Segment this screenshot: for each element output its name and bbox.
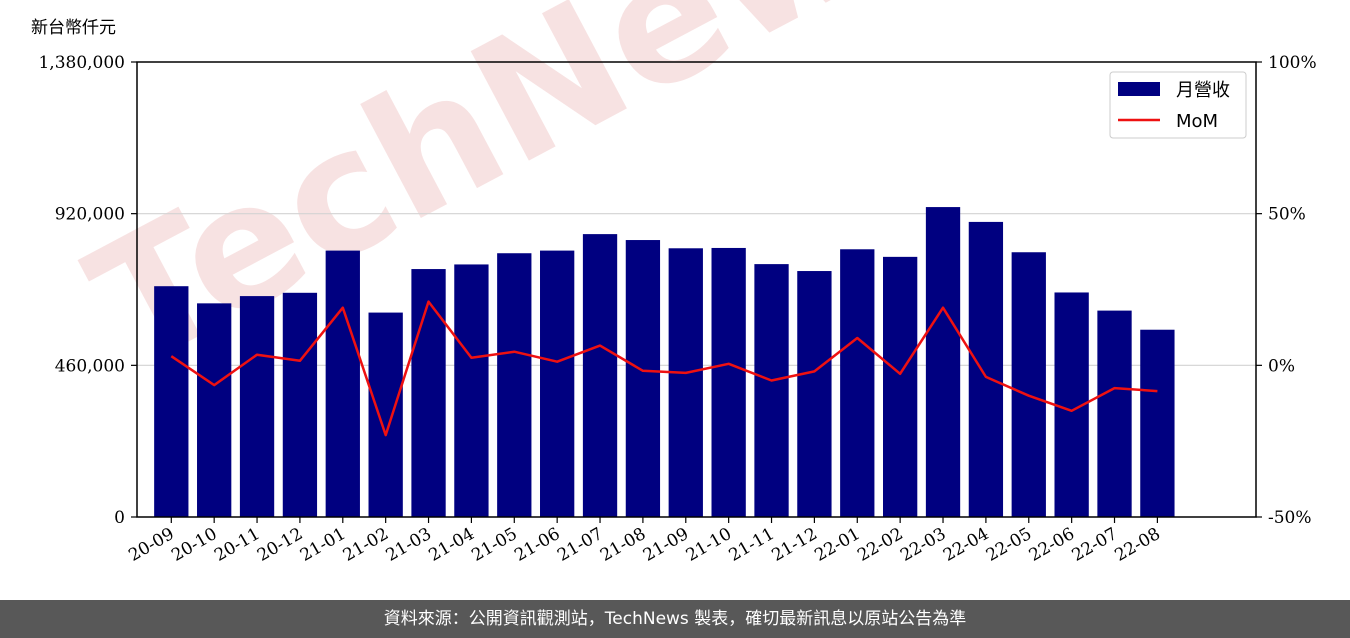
y-unit-label: 新台幣仟元 [31,18,116,38]
x-tick-label: 22-05 [983,524,1035,566]
revenue-bar [497,253,532,518]
revenue-bar [925,207,961,518]
x-tick-label: 21-01 [297,524,349,566]
legend: 月營收 MoM [1109,71,1247,139]
revenue-bar [582,234,618,517]
x-tick-label: 20-10 [168,524,220,566]
y-left-tick-label: 460,000 [55,356,125,376]
x-tick-label: 22-02 [854,524,906,566]
x-tick-label: 21-02 [340,524,392,566]
x-tick-label: 21-03 [383,524,435,566]
revenue-bar [668,248,703,517]
y-right-tick-label: -50% [1268,508,1312,528]
x-tick-label: 21-11 [726,524,778,566]
revenue-bar [883,256,918,517]
revenue-bar [282,292,318,517]
bar-series [154,207,1175,518]
legend-label-revenue: 月營收 [1176,80,1230,101]
revenue-bar [197,303,232,517]
x-tick-label: 22-08 [1111,524,1163,566]
y-left-tick-label: 1,380,000 [38,53,125,73]
plot-frame [136,61,1257,518]
x-tick-label: 21-07 [554,524,606,566]
y-right-tick-label: 0% [1268,356,1295,376]
x-tick-label: 21-09 [640,524,692,566]
x-tick-label: 22-07 [1069,524,1121,566]
y-right-tick-label: 50% [1268,205,1306,225]
x-tick-label: 20-12 [254,524,306,566]
x-tick-label: 22-06 [1026,524,1078,566]
x-tick-label: 22-01 [811,524,863,566]
revenue-bar [154,286,189,517]
x-tick-label: 21-08 [597,524,649,566]
revenue-bar [454,264,489,517]
mom-line-series [170,300,1158,437]
mom-line [170,300,1158,437]
x-tick-label: 21-12 [768,524,820,566]
revenue-bar [711,247,746,517]
x-tick-label: 21-06 [511,524,563,566]
revenue-bar [1140,329,1175,517]
revenue-bar [754,264,789,517]
revenue-bar [1097,310,1132,517]
revenue-bar [797,271,832,517]
y-left-tick-label: 0 [114,508,125,528]
x-tick-label: 20-09 [125,524,177,566]
y-left-tick-label: 920,000 [55,205,125,225]
x-tick-label: 22-03 [897,524,949,566]
x-tick-label: 20-11 [211,524,263,566]
x-tick-label: 21-10 [683,524,735,566]
revenue-bar [540,250,575,517]
revenue-bar [625,240,661,518]
legend-bar-swatch [1118,82,1160,96]
revenue-bar [968,221,1004,517]
legend-label-mom: MoM [1176,111,1218,132]
x-tick-label: 22-04 [940,524,992,566]
revenue-bar [368,312,403,517]
revenue-bar [239,296,275,517]
source-footer: 資料來源：公開資訊觀測站，TechNews 製表，確切最新訊息以原站公告為準 [0,600,1350,638]
revenue-chart: TechNews 新台幣仟元 0460,000920,0001,380,000-… [31,0,1317,566]
x-tick-label: 21-04 [425,524,477,566]
x-tick-label: 21-05 [468,524,520,566]
y-right-tick-label: 100% [1268,53,1317,73]
revenue-bar [1011,252,1046,518]
revenue-bar [411,269,446,517]
revenue-bar [325,250,360,517]
revenue-bar [840,249,875,517]
